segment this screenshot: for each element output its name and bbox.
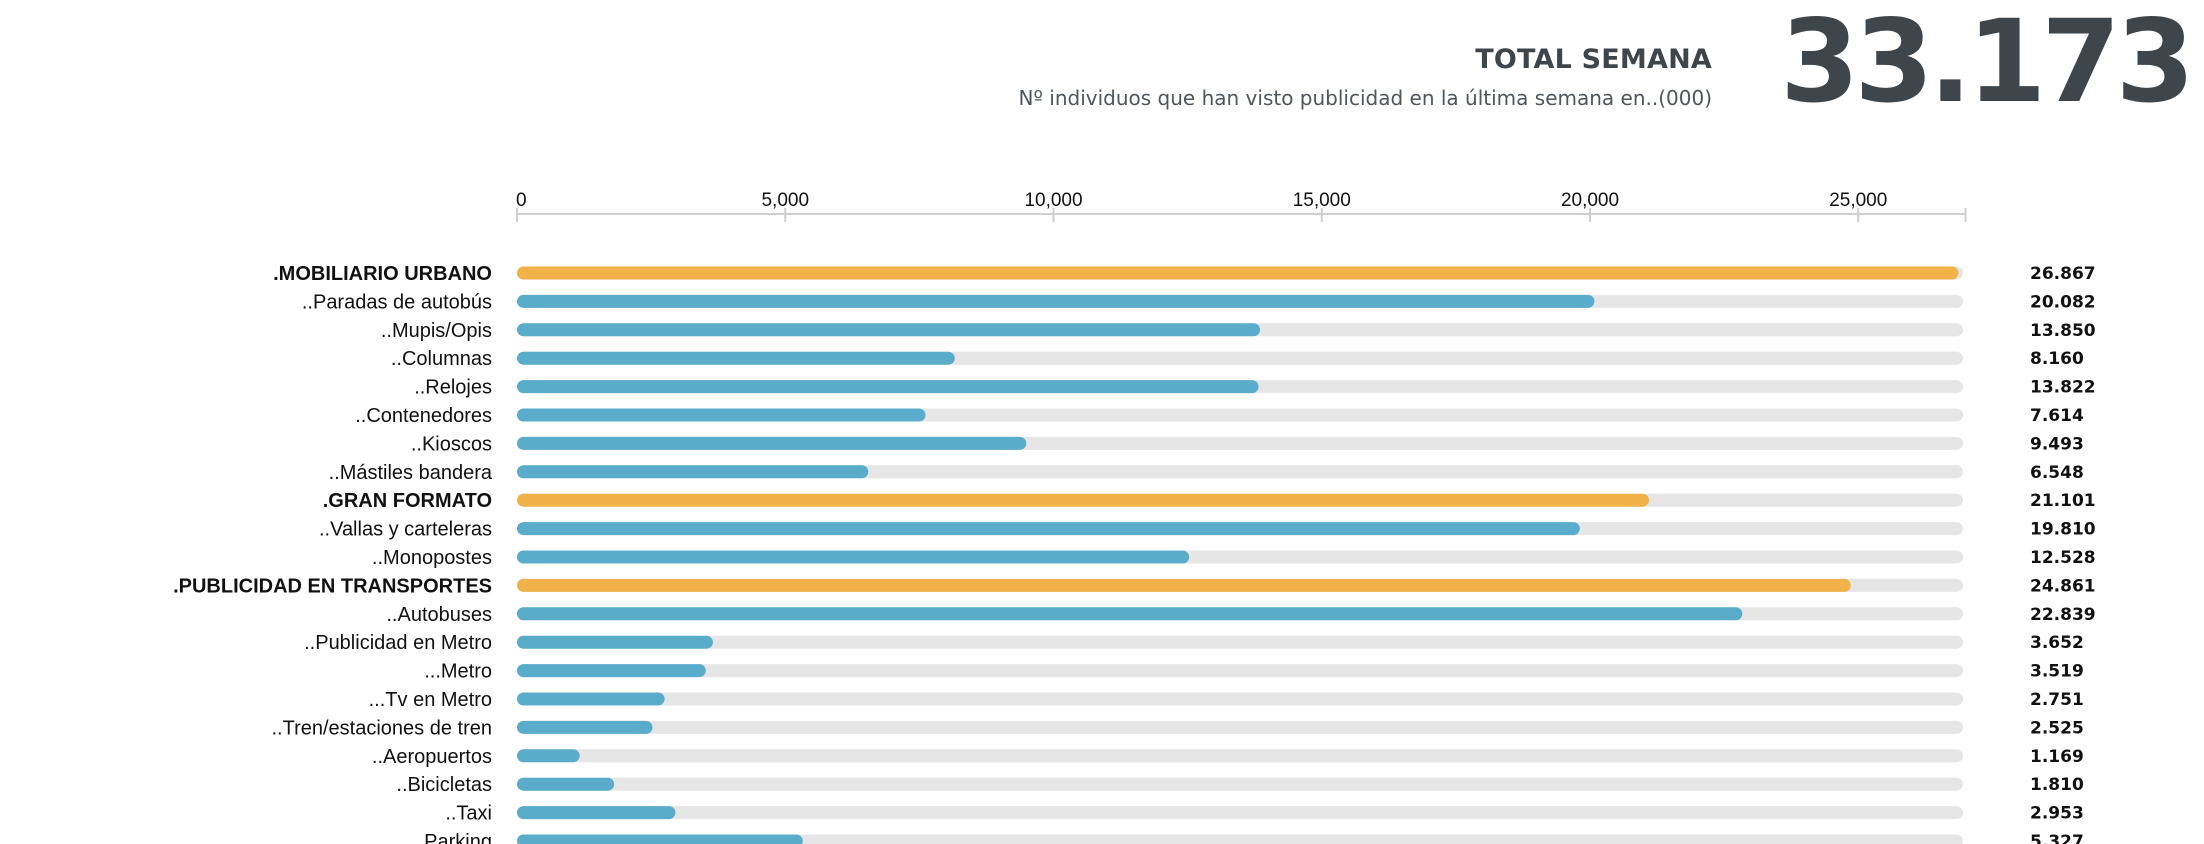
x-tick-label: 0 [516, 190, 527, 211]
value-label: 7.614 [2030, 406, 2084, 426]
bar-track [517, 664, 1963, 678]
bar-track [517, 720, 1963, 734]
category-label: ..Kioscos [411, 433, 492, 455]
bar [517, 664, 706, 678]
x-tick-label: 25,000 [1829, 190, 1887, 211]
bar [517, 720, 653, 734]
value-label: 24.861 [2030, 576, 2096, 596]
chart-subtitle: Nº individuos que han visto publicidad e… [1018, 86, 1712, 110]
value-label: 20.082 [2030, 292, 2096, 312]
value-label: 9.493 [2030, 434, 2084, 454]
value-label: 3.519 [2030, 662, 2084, 682]
bar [517, 408, 926, 422]
value-label: 6.548 [2030, 463, 2084, 483]
category-label: ..Paradas de autobús [302, 291, 492, 313]
x-tick-label: 5,000 [761, 190, 809, 211]
value-label: 13.850 [2030, 321, 2096, 341]
bar [517, 436, 1027, 450]
category-label: ..Tren/estaciones de tren [272, 717, 493, 739]
value-label: 2.953 [2030, 804, 2084, 824]
category-label: ..Parking [413, 831, 492, 844]
category-label: ...Metro [424, 661, 492, 683]
bar [517, 692, 665, 706]
bar [517, 266, 1959, 280]
category-label: ..Autobuses [386, 604, 492, 626]
bar [517, 323, 1261, 337]
total-value: 33.173 [1780, 0, 2195, 128]
chart-title: TOTAL SEMANA [1475, 44, 1712, 75]
category-label: ..Mástiles bandera [329, 462, 493, 484]
value-label: 26.867 [2030, 264, 2096, 284]
value-label: 8.160 [2030, 349, 2084, 369]
category-label: ..Bicicletas [396, 774, 492, 796]
x-tick-label: 10,000 [1024, 190, 1082, 211]
bar [517, 294, 1595, 308]
category-label: .PUBLICIDAD EN TRANSPORTES [173, 575, 492, 597]
category-label: ...Tv en Metro [369, 689, 492, 711]
value-label: 3.652 [2030, 633, 2084, 653]
value-label: 12.528 [2030, 548, 2096, 568]
bar-track [517, 749, 1963, 763]
category-label: .MOBILIARIO URBANO [273, 263, 492, 285]
bar-track [517, 465, 1963, 479]
bar [517, 380, 1259, 394]
category-label: ..Publicidad en Metro [304, 632, 492, 654]
bar [517, 493, 1650, 507]
category-label: ..Aeropuertos [372, 746, 492, 768]
category-label: ..Taxi [445, 803, 492, 825]
bar [517, 465, 869, 479]
bar-track [517, 834, 1963, 844]
value-label: 1.810 [2030, 775, 2084, 795]
bar [517, 578, 1851, 592]
bar [517, 550, 1190, 564]
bar-track [517, 692, 1963, 706]
bar [517, 834, 803, 844]
bar [517, 607, 1743, 621]
bar [517, 351, 955, 365]
bar-track [517, 635, 1963, 649]
category-label: ..Columnas [391, 348, 492, 370]
bar [517, 522, 1580, 536]
bar [517, 806, 676, 820]
value-label: 5.327 [2030, 832, 2084, 844]
bar [517, 635, 713, 649]
value-label: 22.839 [2030, 605, 2096, 625]
value-label: 1.169 [2030, 747, 2084, 767]
category-label: .GRAN FORMATO [323, 490, 492, 512]
bar-track [517, 806, 1963, 820]
x-tick-label: 15,000 [1293, 190, 1351, 211]
category-label: ..Monopostes [372, 547, 492, 569]
value-label: 13.822 [2030, 378, 2096, 398]
bar [517, 777, 615, 791]
category-label: ..Vallas y carteleras [319, 519, 492, 541]
category-label: ..Relojes [414, 377, 492, 399]
category-label: ..Mupis/Opis [381, 320, 492, 342]
value-label: 2.525 [2030, 718, 2084, 738]
bar [517, 749, 580, 763]
value-label: 21.101 [2030, 491, 2096, 511]
category-label: ..Contenedores [355, 405, 492, 427]
value-label: 2.751 [2030, 690, 2084, 710]
x-tick-label: 20,000 [1561, 190, 1619, 211]
value-label: 19.810 [2030, 520, 2096, 540]
bar-track [517, 777, 1963, 791]
